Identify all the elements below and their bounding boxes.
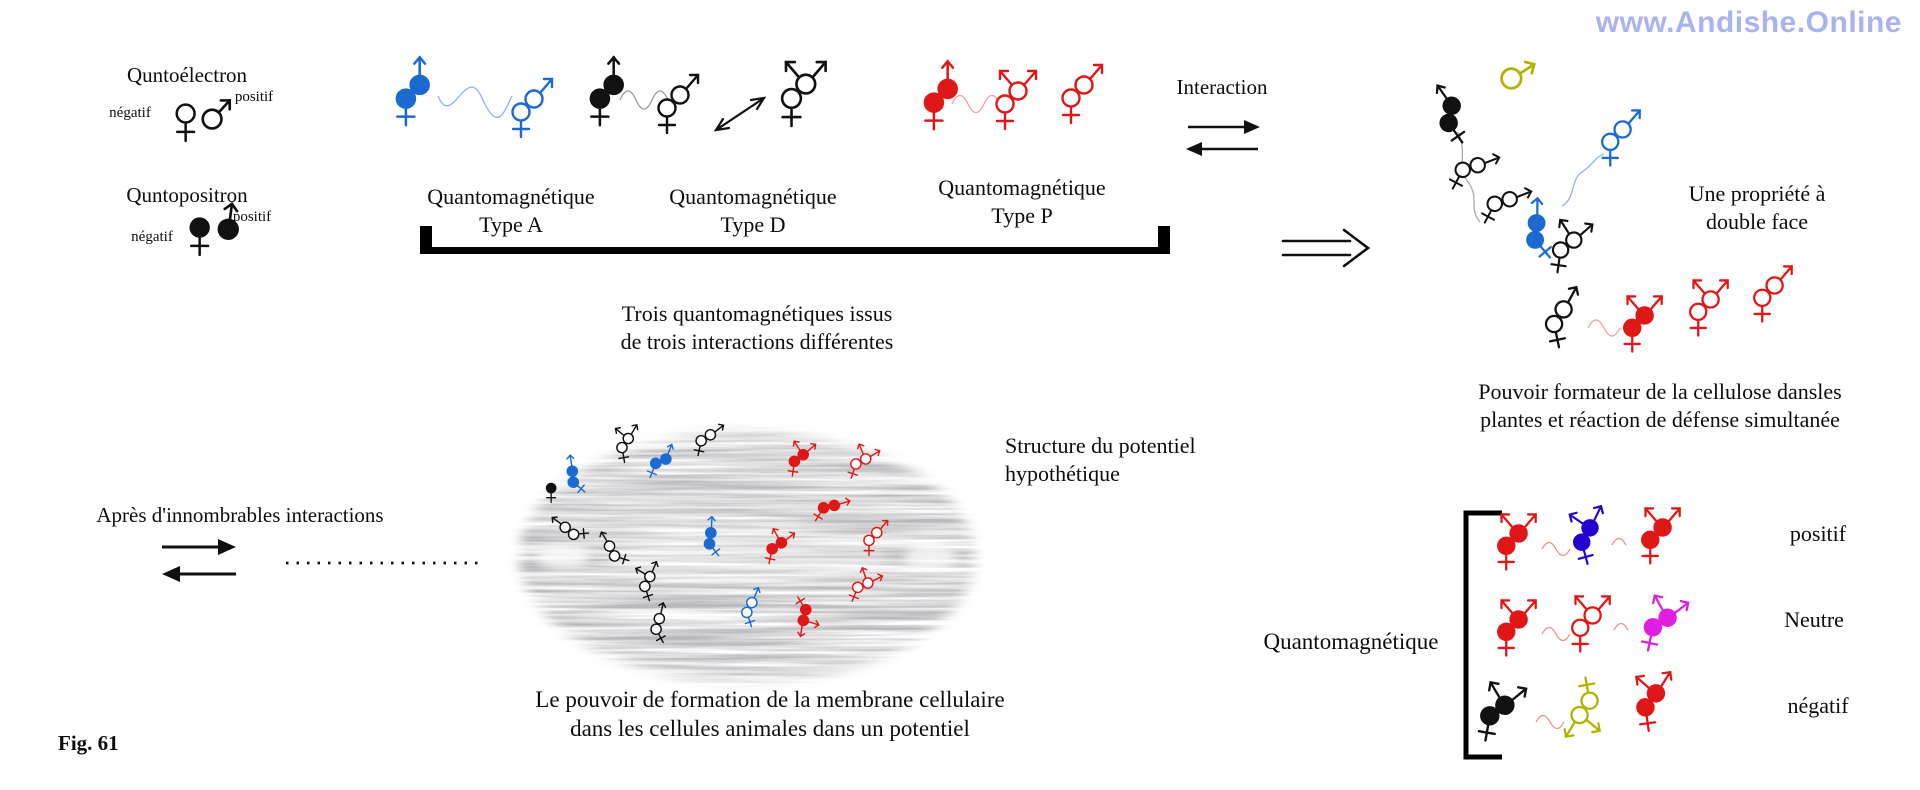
wavy-connector — [1561, 153, 1605, 207]
membrane-caption-line2: dans les cellules animales dans un poten… — [570, 715, 970, 741]
quantum-pair-icon — [1641, 507, 1681, 565]
bracket-caption: Trois quantomagnétiques issus de trois i… — [621, 300, 894, 355]
interaction-cluster — [1419, 55, 1793, 353]
electron-symbols — [175, 99, 232, 143]
double-face-line1: Une propriété à — [1688, 181, 1826, 206]
type-p-label: Quantomagnétique Type P — [938, 174, 1105, 229]
female-icon — [175, 103, 196, 143]
wavy-connector — [1587, 319, 1621, 337]
membrane-core — [607, 531, 887, 583]
wavy-connector — [437, 86, 513, 118]
bracket-caption-line2: de trois interactions différentes — [620, 328, 894, 354]
membrane-caption: Le pouvoir de formation de la membrane c… — [535, 686, 1004, 744]
membrane-pole — [537, 545, 589, 569]
wavy-connector — [1535, 714, 1565, 730]
type-a-diagram — [395, 56, 554, 139]
wavy-connector — [1457, 131, 1481, 223]
structure-line1: Structure du potentiel — [1005, 433, 1196, 458]
quantum-pair-icon — [780, 60, 827, 128]
legend-rows — [1475, 505, 1690, 747]
type-d-line1: Quantomagnétique — [669, 184, 837, 209]
positron-title: Quntopositron — [126, 183, 248, 207]
male-icon — [1498, 55, 1536, 95]
type-p-line2: Type P — [991, 202, 1053, 228]
cellulose-caption-line1: Pouvoir formateur de la cellulose dansle… — [1478, 379, 1842, 404]
double-face-line2: double face — [1705, 208, 1808, 234]
innumerable-label: Après d'innombrables interactions — [96, 503, 384, 527]
wavy-connector — [619, 90, 669, 110]
electron-positif-label: positif — [234, 89, 274, 105]
quantum-pair-icon — [1061, 63, 1104, 125]
cellulose-caption: Pouvoir formateur de la cellulose dansle… — [1478, 378, 1842, 433]
wavy-connector — [1611, 537, 1627, 546]
male-icon — [201, 99, 232, 130]
wavy-connector — [1541, 626, 1571, 642]
bracket-caption-line1: Trois quantomagnétiques issus — [621, 301, 893, 326]
quantum-pair-icon — [1538, 286, 1589, 351]
type-d-line2: Type D — [720, 211, 786, 237]
cellulose-caption-line2: plantes et réaction de défense simultané… — [1480, 406, 1840, 432]
positron-negatif-label: négatif — [131, 229, 173, 245]
quantum-pair-icon — [395, 56, 430, 127]
positron-positif-label: positif — [232, 209, 272, 225]
result-double-arrow-icon — [1281, 228, 1371, 268]
watermark: www.Andishe.Online — [1595, 6, 1902, 39]
quantum-pair-icon — [511, 77, 554, 139]
quantum-pair-icon — [1497, 513, 1537, 571]
electron-negatif-label: négatif — [109, 105, 151, 121]
wavy-connector — [1613, 622, 1629, 631]
type-a-line2: Type A — [479, 211, 543, 237]
type-d-diagram — [589, 56, 827, 135]
legend-title: Quantomagnétique — [1263, 629, 1439, 654]
electron-title: Quntoélectron — [126, 63, 248, 87]
interaction-label: Interaction — [1176, 75, 1268, 99]
quantum-pair-icon — [1601, 109, 1641, 167]
legend-bracket — [1463, 510, 1502, 760]
wavy-connector — [1541, 541, 1571, 557]
quantum-pair-icon — [1631, 671, 1680, 734]
type-a-line1: Quantomagnétique — [427, 184, 595, 209]
quantum-pair-icon — [657, 73, 700, 135]
structure-label: Structure du potentiel hypothétique — [1005, 432, 1196, 487]
quantum-pair-icon — [1475, 680, 1528, 747]
type-p-diagram — [923, 60, 1104, 131]
quantum-pair-icon — [1689, 279, 1729, 337]
types-bracket — [420, 226, 1170, 254]
quantum-pair-icon — [995, 69, 1038, 131]
quantum-pair-icon — [1555, 674, 1605, 738]
structure-line2: hypothétique — [1005, 460, 1120, 486]
legend-positif-label: positif — [1789, 521, 1847, 546]
quantum-pair-icon — [1571, 595, 1611, 653]
quantum-pair-icon — [1753, 265, 1793, 323]
membrane-ellipse — [495, 415, 1005, 705]
quantum-pair-icon — [1623, 295, 1663, 353]
type-p-line1: Quantomagnétique — [938, 175, 1106, 200]
legend-neutre-label: Neutre — [1784, 607, 1844, 632]
double-headed-arrow-icon — [713, 96, 767, 132]
quantum-pair-icon — [1565, 505, 1616, 567]
quantum-pair-icon — [1548, 218, 1594, 278]
quantum-pair-icon — [1419, 79, 1481, 149]
quantum-pair-icon — [923, 60, 958, 131]
interaction-arrows-icon — [1186, 120, 1260, 156]
membrane-caption-line1: Le pouvoir de formation de la membrane c… — [535, 687, 1005, 712]
type-a-label: Quantomagnétique Type A — [427, 183, 594, 238]
legend-negatif-label: négatif — [1787, 693, 1849, 718]
wavy-connector — [951, 94, 1001, 114]
type-d-label: Quantomagnétique Type D — [669, 183, 836, 238]
quantum-pair-icon — [589, 56, 624, 127]
quantum-pair-icon — [1497, 599, 1537, 657]
figure-label: Fig. 61 — [58, 731, 119, 755]
equilibrium-arrows-icon — [162, 539, 236, 582]
membrane-pole — [904, 545, 956, 569]
double-face-label: Une propriété à double face — [1689, 180, 1826, 235]
quantum-pair-icon — [1477, 174, 1533, 236]
quantum-pair-icon — [1638, 593, 1690, 658]
female-filled-icon — [189, 217, 210, 257]
